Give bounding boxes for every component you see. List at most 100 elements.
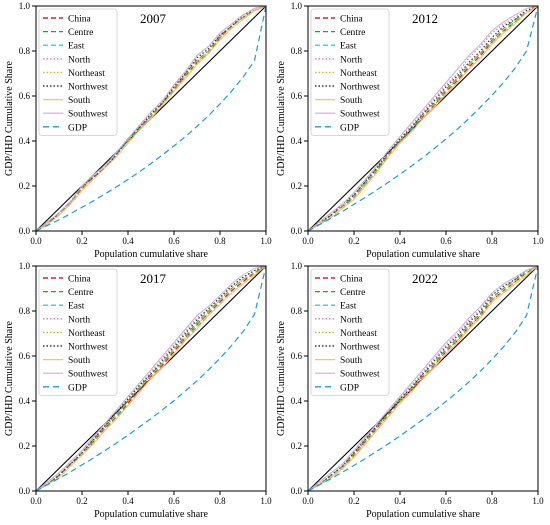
x-tick-label: 0.4 [122, 236, 134, 246]
x-tick-label: 0.2 [76, 236, 87, 246]
y-tick-label: 0.0 [291, 226, 303, 236]
x-tick-label: 0.4 [394, 496, 406, 506]
legend-label-east: East [68, 42, 85, 52]
legend-label-gdp: GDP [68, 123, 87, 133]
legend-label-china: China [340, 15, 363, 25]
x-tick-label: 0.4 [122, 496, 134, 506]
legend: China Centre East North Northeast Northwest So… [310, 8, 390, 136]
series-line-south [307, 265, 539, 492]
y-tick-label: 0.8 [291, 306, 303, 316]
x-axis-label: Population cumulative share [366, 249, 480, 260]
x-tick-label: 0.0 [30, 496, 42, 506]
x-tick-label: 0.2 [348, 496, 359, 506]
y-tick-label: 0.2 [291, 181, 302, 191]
chart-panel-2012: 0.00.0 0.2 0.2 0.4 0.4 0.6 0.6 0.8 0.8 1.0 1.0 Popu… [276, 1, 544, 260]
plot-frame [307, 5, 539, 232]
legend-label-china: China [340, 275, 363, 285]
panel-title: 2007 [140, 11, 167, 26]
legend-label-southwest: Southwest [340, 110, 380, 120]
series-line-south [35, 5, 267, 232]
legend-label-south: South [340, 356, 362, 366]
x-tick-label: 0.2 [348, 236, 359, 246]
legend-label-gdp: GDP [340, 383, 359, 393]
series-line-south [35, 265, 267, 492]
x-tick-label: 0.8 [214, 496, 226, 506]
y-tick-label: 0.0 [291, 486, 303, 496]
chart-panel-2017: 0.00.0 0.2 0.2 0.4 0.4 0.6 0.6 0.8 0.8 1.0 1.0 Popu… [4, 261, 272, 520]
legend-label-southwest: Southwest [68, 110, 108, 120]
y-tick-label: 0.6 [19, 351, 31, 361]
series-line-southwest [35, 265, 267, 492]
y-tick-label: 0.0 [19, 226, 31, 236]
legend-box [38, 268, 118, 396]
y-axis-label: GDP/IHD Cumulative Share [4, 60, 15, 176]
y-tick-label: 0.0 [19, 486, 31, 496]
chart-panel-2022: 0.00.0 0.2 0.2 0.4 0.4 0.6 0.6 0.8 0.8 1.0 1.0 Popu… [276, 261, 544, 520]
legend-label-centre: Centre [68, 288, 93, 298]
legend: China Centre East North Northeast Northwest So… [38, 8, 118, 136]
x-tick-label: 0.0 [302, 496, 314, 506]
series-line-northwest [307, 5, 539, 232]
legend-label-china: China [68, 275, 91, 285]
plot-frame [35, 265, 267, 492]
chart-panel-2007: 0.00.0 0.2 0.2 0.4 0.4 0.6 0.6 0.8 0.8 1.0 1.0 Popu… [4, 1, 272, 260]
series-line-northeast [35, 265, 267, 492]
legend-label-northwest: Northwest [68, 83, 108, 93]
legend-label-centre: Centre [340, 288, 365, 298]
series-line-china [35, 265, 267, 492]
series-line-south [307, 5, 539, 232]
series-line-southwest [307, 265, 539, 492]
x-tick-label: 0.6 [440, 496, 452, 506]
y-tick-label: 0.2 [19, 441, 30, 451]
legend-label-gdp: GDP [340, 123, 359, 133]
x-tick-label: 1.0 [260, 496, 272, 506]
x-axis-label: Population cumulative share [366, 509, 480, 520]
y-tick-label: 0.4 [19, 396, 31, 406]
y-tick-label: 0.4 [291, 136, 303, 146]
y-tick-label: 0.6 [291, 91, 303, 101]
series-line-gdp [307, 5, 539, 232]
series-line-centre [307, 265, 539, 492]
legend-label-northwest: Northwest [68, 343, 108, 353]
legend-label-northeast: Northeast [340, 329, 377, 339]
y-tick-label: 1.0 [291, 261, 303, 271]
x-tick-label: 0.0 [302, 236, 314, 246]
legend-label-east: East [340, 42, 357, 52]
x-tick-label: 1.0 [532, 496, 544, 506]
legend-label-east: East [340, 302, 357, 312]
y-axis-label: GDP/IHD Cumulative Share [4, 320, 15, 436]
y-tick-label: 0.2 [19, 181, 30, 191]
x-tick-label: 1.0 [532, 236, 544, 246]
x-tick-label: 1.0 [260, 236, 272, 246]
panel-title: 2012 [412, 11, 438, 26]
x-tick-label: 0.2 [76, 496, 87, 506]
legend-label-northwest: Northwest [340, 83, 380, 93]
series-line-southwest [35, 5, 267, 232]
panel-title: 2022 [412, 271, 438, 286]
y-axis-label: GDP/IHD Cumulative Share [276, 320, 287, 436]
legend-label-southwest: Southwest [68, 370, 108, 380]
x-tick-label: 0.8 [486, 236, 498, 246]
legend-box [38, 8, 118, 136]
legend: China Centre East North Northeast Northwest So… [38, 268, 118, 396]
plot-frame [307, 265, 539, 492]
legend-label-northeast: Northeast [340, 69, 377, 79]
legend-label-north: North [68, 315, 90, 325]
legend-label-south: South [68, 96, 90, 106]
y-axis-label: GDP/IHD Cumulative Share [276, 60, 287, 176]
x-tick-label: 0.6 [168, 496, 180, 506]
y-tick-label: 0.8 [19, 306, 31, 316]
legend-box [310, 268, 390, 396]
legend-label-northeast: Northeast [68, 69, 105, 79]
legend-label-north: North [68, 55, 90, 65]
legend-label-north: North [340, 315, 362, 325]
legend-label-gdp: GDP [68, 383, 87, 393]
legend-label-east: East [68, 302, 85, 312]
y-tick-label: 1.0 [19, 1, 31, 11]
series-line-northwest [35, 265, 267, 492]
legend-label-north: North [340, 55, 362, 65]
legend-label-south: South [340, 96, 362, 106]
x-axis-label: Population cumulative share [94, 249, 208, 260]
legend-label-centre: Centre [340, 28, 365, 38]
